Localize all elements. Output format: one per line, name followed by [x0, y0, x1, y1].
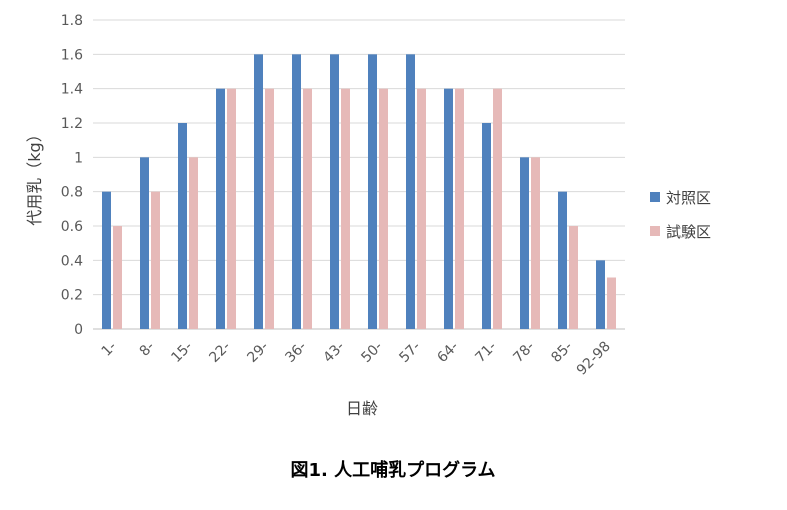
bar-test-13	[607, 277, 616, 329]
figure-caption: 図1. 人工哺乳プログラム	[290, 459, 495, 481]
y-tick-label: 1.4	[61, 82, 83, 98]
legend-swatch-control	[650, 192, 660, 202]
bar-test-3	[227, 88, 236, 330]
bar-control-11	[520, 157, 529, 329]
bars	[102, 54, 616, 330]
x-tick-label: 57-	[396, 339, 423, 366]
bar-test-8	[417, 88, 426, 330]
bar-test-10	[493, 88, 502, 330]
bar-control-3	[216, 88, 225, 330]
bar-test-11	[531, 157, 540, 329]
x-tick-label: 71-	[472, 339, 499, 366]
x-tick-label: 85-	[548, 339, 575, 366]
bar-test-12	[569, 226, 578, 329]
x-tick-label: 8-	[137, 339, 158, 360]
y-tick-label: 0.4	[61, 253, 83, 269]
y-axis-ticks: 0 0.2 0.4 0.6 0.8 1 1.2 1.4 1.6 1.8	[61, 13, 83, 338]
bar-control-13	[596, 260, 605, 329]
bar-control-6	[330, 54, 339, 329]
x-axis-label: 日齢	[346, 399, 378, 418]
gridlines	[93, 19, 625, 330]
y-tick-label: 0.6	[61, 219, 83, 235]
x-tick-label: 50-	[358, 339, 385, 366]
bar-test-7	[379, 88, 388, 330]
y-tick-label: 1	[74, 150, 83, 166]
legend-label-control: 対照区	[666, 189, 711, 207]
bar-control-4	[254, 54, 263, 329]
y-tick-label: 0	[74, 322, 83, 338]
bar-control-5	[292, 54, 301, 329]
legend-swatch-test	[650, 226, 660, 236]
bar-test-0	[113, 226, 122, 329]
bar-test-9	[455, 88, 464, 330]
x-tick-label: 36-	[282, 339, 309, 366]
x-axis-ticks: 1- 8- 15- 22- 29- 36- 43- 50- 57- 64- 71- 78- 85-92-…	[99, 339, 614, 379]
bar-control-7	[368, 54, 377, 329]
x-tick-label: 29-	[244, 339, 271, 366]
bar-test-2	[189, 157, 198, 329]
bar-test-4	[265, 88, 274, 330]
y-tick-label: 1.6	[61, 47, 83, 63]
x-tick-label: 1-	[99, 339, 120, 360]
x-tick-label: 92-98	[574, 339, 614, 379]
bar-control-2	[178, 123, 187, 329]
x-tick-label: 22-	[206, 339, 233, 366]
bar-control-0	[102, 191, 111, 329]
bar-test-5	[303, 88, 312, 330]
y-axis-label: 代用乳（kg）	[25, 126, 44, 225]
bar-control-9	[444, 88, 453, 330]
bar-test-1	[151, 191, 160, 329]
x-tick-label: 64-	[434, 339, 461, 366]
bar-control-10	[482, 123, 491, 329]
y-tick-label: 1.2	[61, 116, 83, 132]
bar-test-6	[341, 88, 350, 330]
y-tick-label: 0.8	[61, 185, 83, 201]
x-tick-label: 78-	[510, 339, 537, 366]
y-tick-label: 1.8	[61, 13, 83, 29]
x-tick-label: 43-	[320, 339, 347, 366]
y-tick-label: 0.2	[61, 288, 83, 304]
legend-label-test: 試験区	[666, 223, 711, 241]
bar-control-8	[406, 54, 415, 329]
x-tick-label: 15-	[168, 339, 195, 366]
bar-control-12	[558, 191, 567, 329]
bar-control-1	[140, 157, 149, 329]
